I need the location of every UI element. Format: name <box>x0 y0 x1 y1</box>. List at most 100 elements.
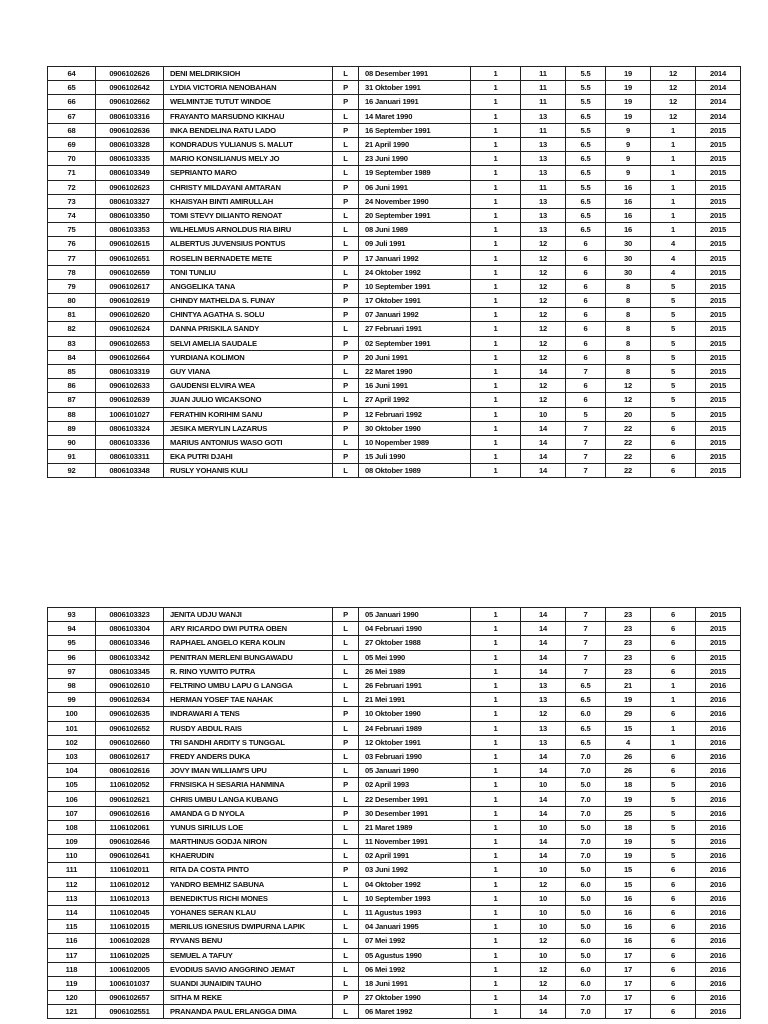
col-d-cell: 16 <box>605 222 651 238</box>
student-id-cell: 0906102653 <box>95 335 164 351</box>
col-b-cell: 14 <box>520 848 566 864</box>
col-b-cell: 12 <box>520 292 566 309</box>
col-b-cell: 14 <box>520 449 566 465</box>
student-id-cell: 0806103324 <box>95 420 164 436</box>
col-d-cell: 26 <box>605 748 651 765</box>
col-c-cell: 7 <box>565 363 606 380</box>
year-cell: 2016 <box>695 791 741 807</box>
col-c-cell: 7 <box>565 606 606 623</box>
gender-cell: L <box>332 108 359 124</box>
col-e-cell: 6 <box>650 420 696 436</box>
row-number-cell: 114 <box>47 904 96 921</box>
student-name-cell: SEMUEL A TAFUY <box>163 947 333 963</box>
table-row: 78 0906102659 TONI TUNLIU L 24 Oktober 1992 1… <box>47 264 741 280</box>
col-c-cell: 7 <box>565 635 606 651</box>
student-id-cell: 0806103346 <box>95 635 164 651</box>
birth-date-cell: 03 Juni 1992 <box>358 862 471 878</box>
year-cell: 2015 <box>695 392 741 408</box>
row-number-cell: 76 <box>47 236 96 252</box>
col-b-cell: 14 <box>520 1004 566 1020</box>
col-e-cell: 6 <box>650 449 696 465</box>
birth-date-cell: 15 Juli 1990 <box>358 449 471 465</box>
row-number-cell: 91 <box>47 449 96 465</box>
gender-cell: P <box>332 349 359 365</box>
col-e-cell: 5 <box>650 349 696 365</box>
col-a-cell: 1 <box>470 649 521 665</box>
birth-date-cell: 21 Maret 1989 <box>358 819 471 836</box>
col-a-cell: 1 <box>470 606 521 623</box>
col-a-cell: 1 <box>470 706 521 722</box>
col-a-cell: 1 <box>470 363 521 380</box>
student-name-cell: SEPRIANTO MARO <box>163 165 333 181</box>
year-cell: 2015 <box>695 136 741 153</box>
col-e-cell: 6 <box>650 876 696 892</box>
year-cell: 2015 <box>695 621 741 637</box>
table-row: 118 1006102005 EVODIUS SAVIO ANGGRINO JEMA… <box>47 961 741 977</box>
student-name-cell: INDRAWARI A TENS <box>163 706 333 722</box>
student-name-cell: EVODIUS SAVIO ANGGRINO JEMAT <box>163 961 333 977</box>
col-c-cell: 7.0 <box>565 791 606 807</box>
birth-date-cell: 22 Maret 1990 <box>358 363 471 380</box>
col-d-cell: 17 <box>605 947 651 963</box>
birth-date-cell: 16 Januari 1991 <box>358 94 471 110</box>
student-name-cell: FELTRINO UMBU LAPU G LANGGA <box>163 677 333 694</box>
col-e-cell: 4 <box>650 236 696 252</box>
col-d-cell: 18 <box>605 819 651 836</box>
student-id-cell: 1106102052 <box>95 777 164 793</box>
student-name-cell: SITHA M REKE <box>163 990 333 1006</box>
col-c-cell: 5.0 <box>565 904 606 921</box>
col-a-cell: 1 <box>470 720 521 736</box>
col-b-cell: 12 <box>520 335 566 351</box>
col-a-cell: 1 <box>470 677 521 694</box>
table-row: 92 0806103348 RUSLY YOHANIS KULI L 08 Oktobe… <box>47 463 741 479</box>
student-id-cell: 0806103304 <box>95 621 164 637</box>
col-d-cell: 16 <box>605 890 651 906</box>
table-row: 103 0806102617 FREDY ANDERS DUKA L 03 Febru… <box>47 748 741 765</box>
gender-cell: P <box>332 990 359 1006</box>
col-b-cell: 11 <box>520 179 566 195</box>
col-b-cell: 13 <box>520 108 566 124</box>
student-id-cell: 0906102610 <box>95 677 164 694</box>
col-a-cell: 1 <box>470 236 521 252</box>
col-d-cell: 20 <box>605 406 651 422</box>
table-row: 81 0906102620 CHINTYA AGATHA S. SOLU P 07 Ja… <box>47 307 741 323</box>
col-c-cell: 6 <box>565 378 606 394</box>
col-c-cell: 6 <box>565 335 606 351</box>
student-name-cell: BENEDIKTUS RICHI MONES <box>163 890 333 906</box>
birth-date-cell: 24 Februari 1989 <box>358 720 471 736</box>
col-e-cell: 6 <box>650 975 696 992</box>
row-number-cell: 99 <box>47 692 96 708</box>
col-e-cell: 5 <box>650 833 696 850</box>
gender-cell: L <box>332 222 359 238</box>
student-id-cell: 1006102028 <box>95 933 164 949</box>
student-name-cell: TOMI STEVY DILIANTO RENOAT <box>163 207 333 224</box>
col-c-cell: 5.0 <box>565 819 606 836</box>
student-id-cell: 1006101037 <box>95 975 164 992</box>
student-name-cell: GAUDENSI ELVIRA WEA <box>163 378 333 394</box>
table-row: 87 0906102639 JUAN JULIO WICAKSONO L 27 Apri… <box>47 392 741 408</box>
student-name-cell: KONDRADUS YULIANUS S. MALUT <box>163 136 333 153</box>
year-cell: 2016 <box>695 848 741 864</box>
col-c-cell: 7.0 <box>565 763 606 779</box>
gender-cell: L <box>332 890 359 906</box>
col-d-cell: 9 <box>605 151 651 167</box>
col-b-cell: 12 <box>520 876 566 892</box>
row-number-cell: 64 <box>47 65 96 82</box>
col-b-cell: 10 <box>520 919 566 935</box>
birth-date-cell: 16 September 1991 <box>358 122 471 138</box>
col-c-cell: 6.5 <box>565 136 606 153</box>
col-b-cell: 14 <box>520 621 566 637</box>
student-name-cell: WILHELMUS ARNOLDUS RIA BIRU <box>163 222 333 238</box>
gender-cell: L <box>332 463 359 479</box>
gender-cell: L <box>332 1004 359 1020</box>
row-number-cell: 105 <box>47 777 96 793</box>
table-row: 85 0806103319 GUY VIANA L 22 Maret 1990 1 14 7 8… <box>47 363 741 380</box>
col-b-cell: 14 <box>520 363 566 380</box>
col-a-cell: 1 <box>470 848 521 864</box>
col-b-cell: 11 <box>520 122 566 138</box>
table-row: 116 1006102028 RYVANS BENU L 07 Mei 1992 1 12 6… <box>47 933 741 949</box>
table-row: 115 1106102015 MERILUS IGNESIUS DWIPURNA L… <box>47 919 741 935</box>
row-number-cell: 92 <box>47 463 96 479</box>
student-id-cell: 0906102623 <box>95 179 164 195</box>
row-number-cell: 117 <box>47 947 96 963</box>
